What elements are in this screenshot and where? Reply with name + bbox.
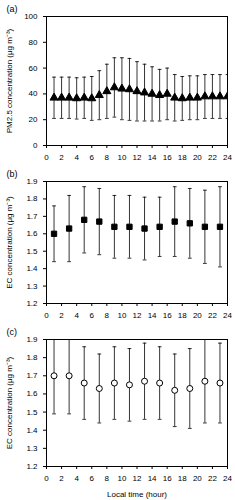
svg-text:EC concentration (μg m⁻³): EC concentration (μg m⁻³): [5, 356, 14, 449]
svg-text:1.3: 1.3: [26, 444, 38, 453]
svg-text:0: 0: [44, 311, 49, 320]
svg-text:8: 8: [105, 474, 110, 483]
svg-text:10: 10: [117, 474, 126, 483]
svg-text:16: 16: [163, 474, 172, 483]
svg-text:10: 10: [117, 311, 126, 320]
svg-text:2: 2: [59, 153, 64, 162]
svg-text:4: 4: [74, 311, 79, 320]
svg-text:1.5: 1.5: [26, 247, 38, 256]
svg-text:100: 100: [24, 12, 38, 21]
svg-text:2: 2: [59, 474, 64, 483]
svg-text:12: 12: [133, 311, 142, 320]
svg-text:24: 24: [223, 153, 232, 162]
svg-text:20: 20: [193, 311, 202, 320]
svg-text:0: 0: [44, 474, 49, 483]
svg-text:(a): (a): [7, 4, 18, 14]
svg-text:1.5: 1.5: [26, 408, 38, 417]
svg-text:2: 2: [59, 311, 64, 320]
svg-text:4: 4: [74, 153, 79, 162]
svg-text:22: 22: [208, 311, 217, 320]
svg-text:40: 40: [29, 89, 38, 98]
svg-text:PM2.5 concentration (μg m⁻³): PM2.5 concentration (μg m⁻³): [5, 28, 14, 133]
svg-text:6: 6: [90, 474, 95, 483]
svg-text:1.8: 1.8: [26, 353, 38, 362]
svg-text:1.2: 1.2: [26, 299, 38, 308]
svg-text:22: 22: [208, 153, 217, 162]
svg-text:14: 14: [148, 311, 157, 320]
svg-text:24: 24: [223, 311, 232, 320]
svg-text:(c): (c): [7, 327, 18, 337]
svg-text:0: 0: [44, 153, 49, 162]
svg-text:22: 22: [208, 474, 217, 483]
svg-text:1.6: 1.6: [26, 389, 38, 398]
svg-text:1.6: 1.6: [26, 229, 38, 238]
svg-text:0: 0: [33, 141, 38, 150]
svg-text:16: 16: [163, 153, 172, 162]
svg-text:24: 24: [223, 474, 232, 483]
svg-text:18: 18: [178, 474, 187, 483]
svg-text:8: 8: [105, 311, 110, 320]
svg-text:1.9: 1.9: [26, 177, 38, 186]
svg-text:10: 10: [117, 153, 126, 162]
svg-text:20: 20: [29, 115, 38, 124]
svg-text:12: 12: [133, 474, 142, 483]
svg-text:1.9: 1.9: [26, 335, 38, 344]
svg-text:(b): (b): [7, 169, 18, 179]
svg-text:1.4: 1.4: [26, 426, 38, 435]
svg-text:14: 14: [148, 474, 157, 483]
svg-text:14: 14: [148, 153, 157, 162]
svg-text:1.7: 1.7: [26, 371, 38, 380]
svg-text:1.4: 1.4: [26, 264, 38, 273]
svg-text:20: 20: [193, 474, 202, 483]
svg-text:EC concentration (μg m⁻³): EC concentration (μg m⁻³): [5, 196, 14, 289]
svg-text:1.3: 1.3: [26, 282, 38, 291]
svg-text:1.8: 1.8: [26, 194, 38, 203]
svg-text:Local time (hour): Local time (hour): [107, 490, 167, 499]
svg-text:80: 80: [29, 38, 38, 47]
svg-text:16: 16: [163, 311, 172, 320]
svg-text:12: 12: [133, 153, 142, 162]
svg-text:60: 60: [29, 64, 38, 73]
svg-text:8: 8: [105, 153, 110, 162]
svg-text:20: 20: [193, 153, 202, 162]
svg-text:4: 4: [74, 474, 79, 483]
svg-text:1.7: 1.7: [26, 212, 38, 221]
svg-text:6: 6: [90, 311, 95, 320]
svg-text:1.2: 1.2: [26, 462, 38, 471]
svg-text:18: 18: [178, 153, 187, 162]
svg-text:6: 6: [90, 153, 95, 162]
svg-text:18: 18: [178, 311, 187, 320]
